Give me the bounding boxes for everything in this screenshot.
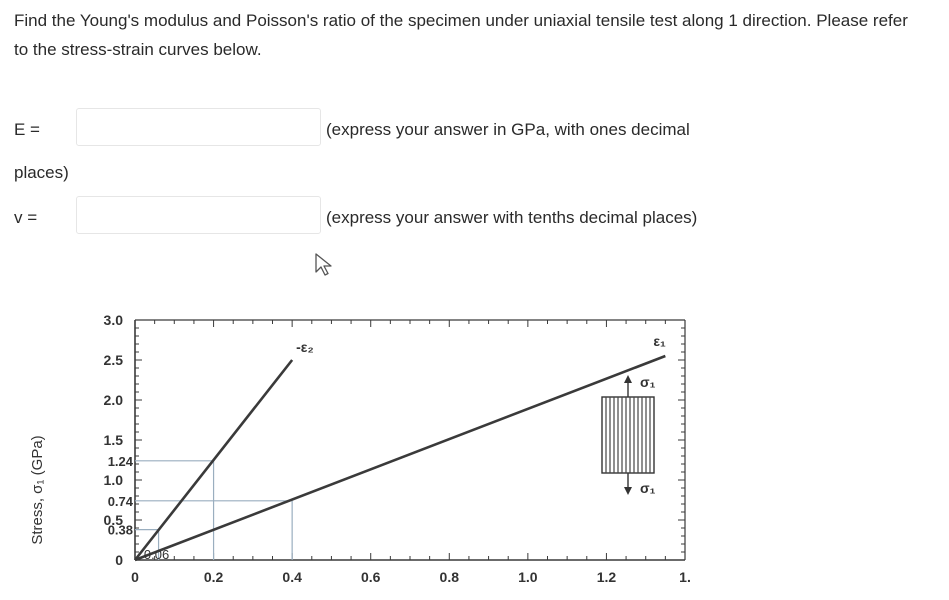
youngs-modulus-hint: (express your answer in GPa, with ones d… bbox=[326, 120, 690, 139]
mouse-pointer-icon bbox=[315, 253, 332, 276]
specimen-body bbox=[601, 396, 655, 474]
y-annotation-label: 0.38 bbox=[108, 523, 133, 538]
x-tick-label: 0.2 bbox=[204, 569, 224, 585]
chart-annotations: 1.24 0.74 0.38 0.06 bbox=[108, 454, 170, 562]
y-axis-label: Stress, σ₁ (GPa) bbox=[29, 435, 46, 544]
y-tick-label: 0 bbox=[115, 552, 123, 568]
specimen-diagram-icon: σ₁ σ₁ bbox=[601, 374, 656, 496]
x-tick-label: 1.0 bbox=[518, 569, 538, 585]
x-tick-label: 1. bbox=[679, 569, 691, 585]
x-tick-label: 0.6 bbox=[361, 569, 381, 585]
specimen-bottom-label: σ₁ bbox=[640, 480, 656, 496]
x-tick-label: 0 bbox=[131, 569, 139, 585]
y-tick-label: 2.0 bbox=[104, 392, 124, 408]
poisson-ratio-hint: (express your answer with tenths decimal… bbox=[326, 208, 698, 227]
y-tick-label: 1.0 bbox=[104, 472, 124, 488]
series-line bbox=[133, 359, 294, 561]
youngs-modulus-hint-continued: places) bbox=[14, 163, 69, 182]
x-tick-label: 0.4 bbox=[282, 569, 302, 585]
y-tick-label: 3.0 bbox=[104, 312, 124, 328]
chart-series: -ε₂ ε₁ bbox=[133, 333, 666, 562]
chart-ticks: 0 0.5 1.0 1.5 2.0 2.5 3.0 0 0.2 0.4 0.6 0.8 1.0 1.2 1. bbox=[104, 312, 691, 585]
series-line bbox=[134, 354, 666, 562]
poisson-ratio-label: v = bbox=[14, 208, 38, 227]
poisson-ratio-input[interactable] bbox=[76, 196, 321, 234]
series-label: -ε₂ bbox=[296, 339, 314, 355]
y-tick-label: 0.5 bbox=[104, 512, 124, 528]
x-tick-label: 0.8 bbox=[440, 569, 460, 585]
chart-guides bbox=[135, 460, 293, 560]
y-tick-label: 2.5 bbox=[104, 352, 124, 368]
x-tick-label: 1.2 bbox=[597, 569, 617, 585]
youngs-modulus-input[interactable] bbox=[76, 108, 321, 146]
y-annotation-label: 0.74 bbox=[108, 494, 134, 509]
question-text: Find the Young's modulus and Poisson's r… bbox=[14, 11, 908, 59]
y-annotation-label: 1.24 bbox=[108, 454, 134, 469]
stress-strain-chart: -ε₂ ε₁ 0 0.5 1.0 1.5 2.0 2.5 3.0 0 0.2 0.4 0.6 0.8 1.… bbox=[29, 312, 691, 585]
x-annotation-label: 0.06 bbox=[144, 547, 169, 562]
specimen-top-label: σ₁ bbox=[640, 374, 656, 390]
arrow-down-head bbox=[624, 487, 632, 495]
series-label: ε₁ bbox=[653, 333, 666, 349]
y-tick-label: 1.5 bbox=[104, 432, 124, 448]
chart-axes bbox=[134, 319, 686, 561]
youngs-modulus-label: E = bbox=[14, 120, 40, 139]
arrow-up-head bbox=[624, 375, 632, 383]
